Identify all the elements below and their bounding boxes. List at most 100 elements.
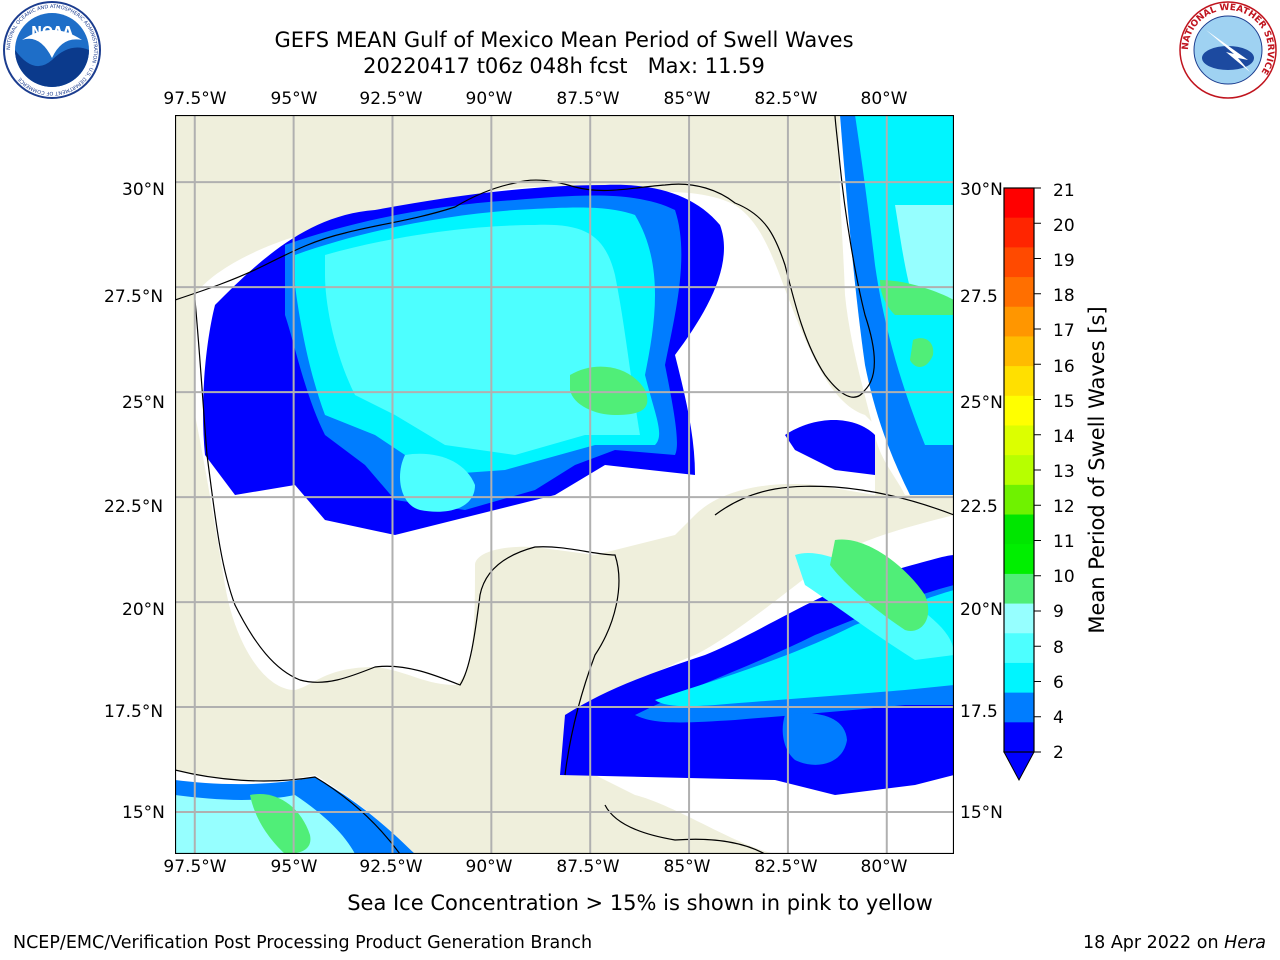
- coastline-segment: [714, 485, 954, 516]
- colorbar-segment: [1004, 217, 1034, 248]
- lon-label: 87.5°W: [556, 89, 620, 109]
- swell-contour: [910, 338, 934, 367]
- sea-ice-note: Sea Ice Concentration > 15% is shown in …: [347, 891, 933, 915]
- colorbar-segment: [1004, 455, 1034, 486]
- lat-label-right: 25°N: [960, 393, 1003, 413]
- lon-label: 90°W: [465, 857, 513, 877]
- swell-contour: [250, 794, 311, 854]
- lon-label: 92.5°W: [359, 89, 423, 109]
- lat-label-right: 20°N: [960, 600, 1003, 620]
- lon-label: 90°W: [465, 89, 513, 109]
- map-frame: [175, 115, 954, 854]
- swell-contour: [830, 539, 929, 631]
- lon-label: 82.5°W: [754, 857, 818, 877]
- colorbar: [1003, 187, 1041, 782]
- colorbar-segment: [1004, 573, 1034, 605]
- lat-label-left: 15°N: [122, 803, 165, 823]
- lat-label-left: 25°N: [122, 393, 165, 413]
- lon-label: 80°W: [860, 89, 908, 109]
- nws-logo-icon: NATIONAL WEATHER SERVICE: [1179, 1, 1277, 99]
- footer-host: Hera: [1224, 933, 1266, 953]
- coastline: [175, 115, 954, 854]
- colorbar-tick: 21: [1053, 181, 1075, 201]
- colorbar-tick-labels: 21 20 19 18 17 16 15 14 13 12 11 10 9 8 …: [0, 0, 1075, 763]
- colorbar-segment: [1004, 277, 1034, 308]
- lat-label-left: 22.5°N: [104, 497, 164, 517]
- colorbar-segment: [1004, 188, 1034, 219]
- swell-period-field: [175, 115, 954, 854]
- colorbar-tick: 10: [1053, 567, 1075, 587]
- colorbar-segment: [1004, 247, 1034, 278]
- colorbar-tick: 20: [1053, 216, 1075, 236]
- coastline-segment: [175, 769, 401, 854]
- colorbar-tick: 12: [1053, 497, 1075, 517]
- noaa-logo-text: NOAA: [31, 25, 73, 40]
- lon-label: 95°W: [270, 89, 318, 109]
- lat-label-right: 15°N: [960, 803, 1003, 823]
- swell-contour: [880, 280, 954, 315]
- noaa-logo-icon: NOAA NATIONAL OCEANIC AND ATMOSPHERIC AD…: [3, 1, 101, 99]
- swell-contour: [782, 713, 847, 765]
- lon-label: 92.5°W: [359, 857, 423, 877]
- colorbar-tick: 6: [1053, 673, 1064, 693]
- lat-label-left: 30°N: [122, 180, 165, 200]
- lon-label: 87.5°W: [556, 857, 620, 877]
- swell-contour: [855, 115, 954, 445]
- coastline-segment: [604, 804, 766, 854]
- footer-date-text: 18 Apr 2022 on: [1082, 933, 1219, 953]
- lon-label: 97.5°W: [163, 857, 227, 877]
- colorbar-tick: 17: [1053, 321, 1075, 341]
- lon-label: 97.5°W: [163, 89, 227, 109]
- colorbar-segment: [1004, 366, 1034, 397]
- colorbar-title: Mean Period of Swell Waves [s]: [1085, 306, 1109, 634]
- colorbar-tick: 16: [1053, 357, 1075, 377]
- lat-label-right: 30°N: [960, 180, 1003, 200]
- lon-label: 95°W: [270, 857, 318, 877]
- colorbar-segment: [1004, 336, 1034, 367]
- lat-label-left: 17.5°N: [104, 702, 164, 722]
- colorbar-segment: [1004, 603, 1034, 634]
- colorbar-tick: 2: [1053, 743, 1064, 763]
- colorbar-tick: 13: [1053, 462, 1075, 482]
- coastline-segment: [194, 299, 620, 776]
- lat-label-left: 20°N: [122, 600, 165, 620]
- colorbar-segment: [1004, 395, 1034, 426]
- chart-title: GEFS MEAN Gulf of Mexico Mean Period of …: [274, 28, 854, 52]
- colorbar-segment: [1004, 633, 1034, 664]
- colorbar-tick: 19: [1053, 251, 1075, 271]
- coastline-segment: [175, 115, 875, 398]
- colorbar-tick: 11: [1053, 532, 1075, 552]
- colorbar-segment: [1004, 692, 1034, 723]
- colorbar-tick: 9: [1053, 602, 1064, 622]
- colorbar-tick: 4: [1053, 708, 1064, 728]
- colorbar-segment: [1004, 662, 1034, 694]
- footer-date: 18 Apr 2022 on Hera: [1083, 933, 1266, 953]
- map-gridlines: [175, 115, 954, 854]
- lat-label-right: 27.5: [960, 287, 998, 307]
- lon-label: 85°W: [663, 857, 711, 877]
- colorbar-tick: 18: [1053, 286, 1075, 306]
- map-panel: [175, 115, 954, 854]
- colorbar-tick: 15: [1053, 392, 1075, 412]
- colorbar-segment: [1004, 425, 1034, 456]
- colorbar-segment: [1004, 484, 1034, 516]
- lon-label: 82.5°W: [754, 89, 818, 109]
- colorbar-segment: [1004, 544, 1034, 575]
- lon-label: 85°W: [663, 89, 711, 109]
- colorbar-segment: [1004, 514, 1034, 545]
- lat-label-right: 22.5: [960, 497, 998, 517]
- colorbar-segment: [1004, 722, 1034, 753]
- lon-labels-top: 97.5°W 95°W 92.5°W 90°W 87.5°W 85°W 82.5…: [0, 89, 1280, 111]
- swell-contour: [785, 420, 875, 475]
- colorbar-tick: 14: [1053, 427, 1075, 447]
- swell-contour: [325, 224, 640, 455]
- colorbar-extend-arrow: [1003, 751, 1035, 782]
- lat-label-right: 17.5: [960, 702, 998, 722]
- chart-subtitle: 20220417 t06z 048h fcst Max: 11.59: [363, 54, 765, 78]
- footer-credit: NCEP/EMC/Verification Post Processing Pr…: [13, 933, 593, 953]
- lon-label: 80°W: [860, 857, 908, 877]
- lon-labels-bottom: 97.5°W 95°W 92.5°W 90°W 87.5°W 85°W 82.5…: [0, 857, 1280, 879]
- colorbar-segment: [1004, 306, 1034, 337]
- lat-label-left: 27.5°N: [104, 287, 164, 307]
- colorbar-tick: 8: [1053, 638, 1064, 658]
